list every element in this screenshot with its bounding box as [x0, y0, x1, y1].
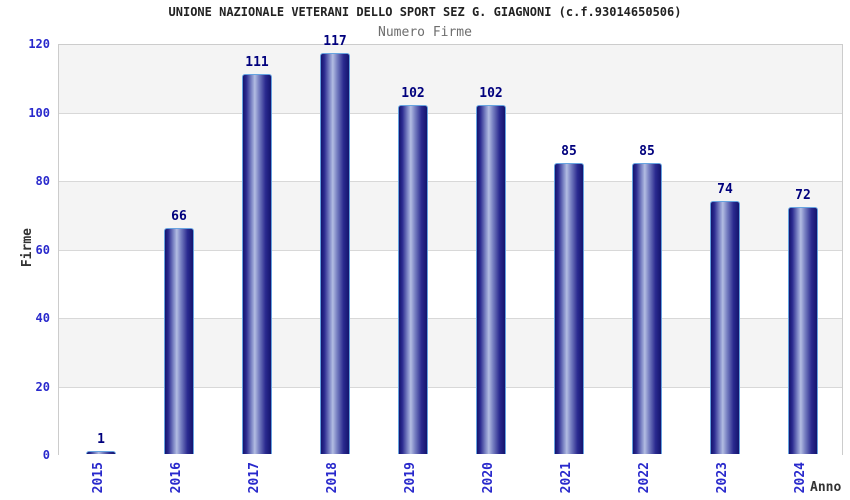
x-tick-label: 2024 — [793, 462, 808, 494]
bar — [788, 207, 818, 454]
bar-value-label: 1 — [97, 432, 105, 447]
x-tick-label: 2020 — [481, 462, 496, 494]
bar-value-label: 117 — [323, 34, 347, 49]
bar — [398, 105, 428, 454]
bar — [476, 105, 506, 454]
x-tick-label: 2022 — [637, 462, 652, 494]
bar-value-label: 111 — [245, 55, 269, 70]
bar — [86, 451, 116, 454]
bar — [242, 74, 272, 454]
bar — [710, 201, 740, 454]
x-tick-label: 2018 — [325, 462, 340, 494]
y-tick-label: 120 — [28, 37, 50, 51]
y-tick-label: 40 — [35, 311, 50, 325]
x-tick-label: 2016 — [169, 462, 184, 494]
bar-value-label: 72 — [795, 188, 811, 203]
bar — [632, 163, 662, 454]
y-tick-label: 20 — [35, 379, 50, 394]
grid-band — [59, 113, 842, 182]
plot-area: 1 66 111 117 102 102 85 85 74 72 — [58, 34, 843, 456]
y-tick-label: 60 — [35, 242, 50, 257]
chart-subtitle: Numero Firme — [378, 25, 472, 40]
x-tick-label: 2019 — [403, 462, 418, 494]
x-tick-label: 2023 — [715, 462, 730, 494]
bar — [164, 228, 194, 454]
bar — [554, 163, 584, 454]
bar-value-label: 102 — [401, 86, 425, 101]
y-tick-label: 80 — [35, 174, 50, 188]
y-tick-label: 0 — [42, 448, 50, 462]
x-tick-label: 2017 — [247, 462, 262, 494]
bar — [320, 53, 350, 454]
bar-value-label: 66 — [171, 209, 187, 224]
bar-value-label: 85 — [639, 144, 655, 159]
y-tick-label: 100 — [28, 105, 50, 120]
x-axis-title: Anno — [810, 480, 842, 495]
x-tick-label: 2021 — [559, 462, 574, 494]
bar-value-label: 102 — [479, 86, 503, 101]
chart-title: UNIONE NAZIONALE VETERANI DELLO SPORT SE… — [168, 5, 682, 19]
bar-value-label: 74 — [717, 182, 733, 197]
bar-value-label: 85 — [561, 144, 577, 159]
x-tick-label: 2015 — [91, 462, 106, 494]
grid-band — [59, 45, 842, 114]
